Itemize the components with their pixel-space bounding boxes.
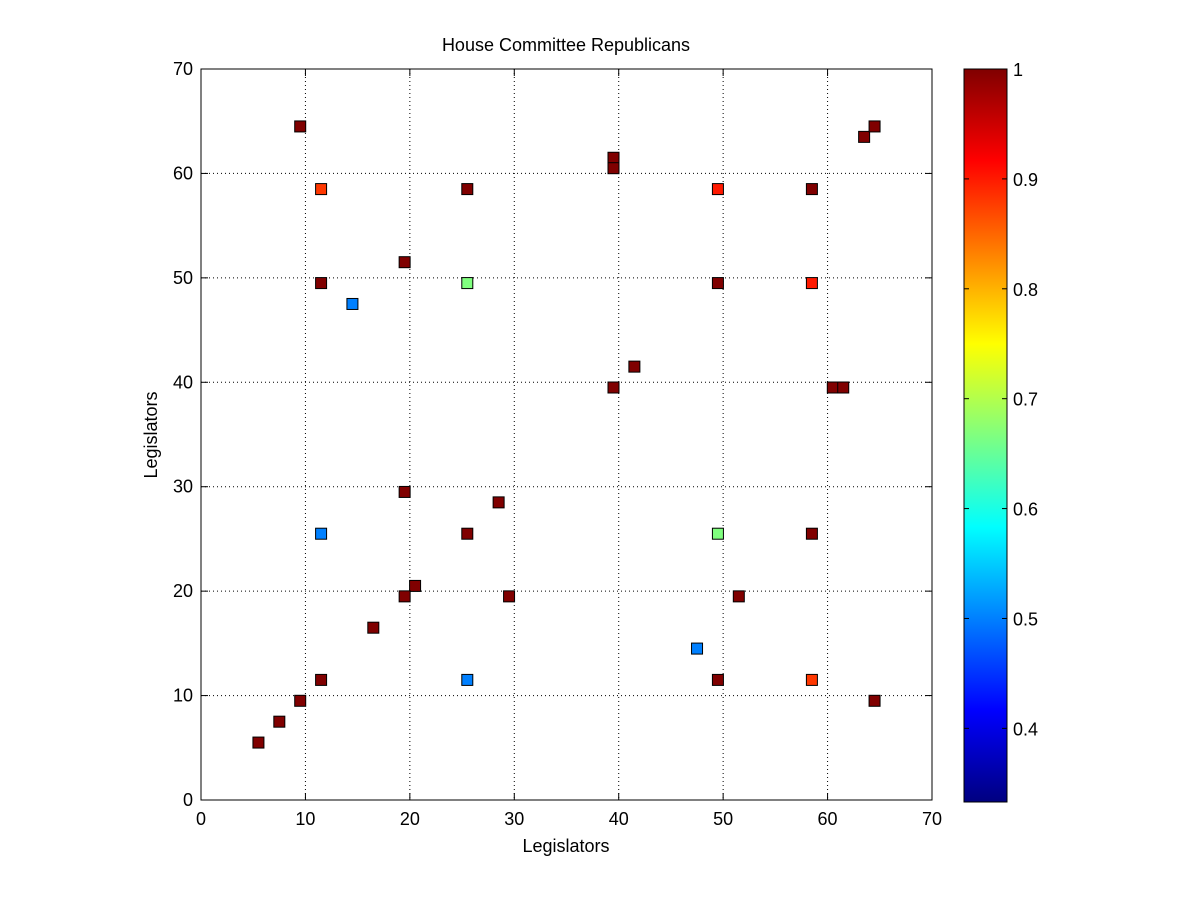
colorbar-tick-label: 0.7 xyxy=(1013,390,1038,410)
y-tick-label: 10 xyxy=(173,686,193,706)
data-point xyxy=(711,673,724,686)
data-point xyxy=(294,120,307,133)
x-tick-label: 50 xyxy=(713,809,733,829)
axis-ticks: 0 10 20 30 40 50 60 70 0 10 20 30 40 50 60 70 xyxy=(173,59,942,829)
data-point xyxy=(461,527,474,540)
data-point xyxy=(711,183,724,196)
x-tick-label: 70 xyxy=(922,809,942,829)
data-point xyxy=(805,673,818,686)
y-tick-label: 50 xyxy=(173,268,193,288)
colorbar-gradient xyxy=(963,68,1008,803)
data-point xyxy=(315,673,328,686)
data-point xyxy=(294,694,307,707)
data-points xyxy=(252,120,881,749)
y-tick-label: 30 xyxy=(173,477,193,497)
data-point xyxy=(607,151,620,164)
data-point xyxy=(346,297,359,310)
data-point xyxy=(837,381,850,394)
data-point xyxy=(826,381,839,394)
x-tick-label: 10 xyxy=(295,809,315,829)
data-point xyxy=(868,694,881,707)
data-point xyxy=(607,381,620,394)
data-point xyxy=(711,277,724,290)
x-tick-label: 0 xyxy=(196,809,206,829)
x-tick-label: 30 xyxy=(504,809,524,829)
colorbar: 0.4 0.5 0.6 0.7 0.8 0.9 1 xyxy=(963,60,1038,803)
colorbar-ticks: 0.4 0.5 0.6 0.7 0.8 0.9 1 xyxy=(964,60,1038,739)
data-point xyxy=(492,496,505,509)
data-point xyxy=(503,590,516,603)
data-point xyxy=(607,162,620,175)
y-axis-label: Legislators xyxy=(141,391,161,478)
y-tick-label: 70 xyxy=(173,59,193,79)
chart-title: House Committee Republicans xyxy=(442,35,690,55)
data-point xyxy=(409,579,422,592)
data-point xyxy=(461,183,474,196)
data-point xyxy=(868,120,881,133)
plot-frame xyxy=(201,69,932,800)
data-point xyxy=(367,621,380,634)
data-point xyxy=(315,277,328,290)
x-axis-label: Legislators xyxy=(522,836,609,856)
data-point xyxy=(273,715,286,728)
colorbar-tick-label: 0.9 xyxy=(1013,170,1038,190)
y-tick-label: 60 xyxy=(173,163,193,183)
data-point xyxy=(805,277,818,290)
data-point xyxy=(805,183,818,196)
colorbar-tick-label: 0.6 xyxy=(1013,500,1038,520)
data-point xyxy=(461,277,474,290)
data-point xyxy=(315,183,328,196)
x-tick-label: 20 xyxy=(400,809,420,829)
data-point xyxy=(398,590,411,603)
plot-area: 0 10 20 30 40 50 60 70 0 10 20 30 40 50 60 70 xyxy=(173,59,942,829)
data-point xyxy=(398,256,411,269)
data-point xyxy=(252,736,265,749)
x-tick-label: 40 xyxy=(609,809,629,829)
data-point xyxy=(805,527,818,540)
data-point xyxy=(315,527,328,540)
colorbar-tick-label: 0.5 xyxy=(1013,609,1038,629)
y-tick-label: 20 xyxy=(173,581,193,601)
y-tick-label: 0 xyxy=(183,790,193,810)
data-point xyxy=(711,527,724,540)
data-point xyxy=(691,642,704,655)
x-tick-label: 60 xyxy=(818,809,838,829)
data-point xyxy=(461,673,474,686)
data-point xyxy=(732,590,745,603)
colorbar-tick-label: 1 xyxy=(1013,60,1023,80)
colorbar-tick-label: 0.4 xyxy=(1013,719,1038,739)
data-point xyxy=(398,485,411,498)
colorbar-tick-label: 0.8 xyxy=(1013,280,1038,300)
data-point xyxy=(858,130,871,143)
y-tick-label: 40 xyxy=(173,372,193,392)
data-point xyxy=(628,360,641,373)
